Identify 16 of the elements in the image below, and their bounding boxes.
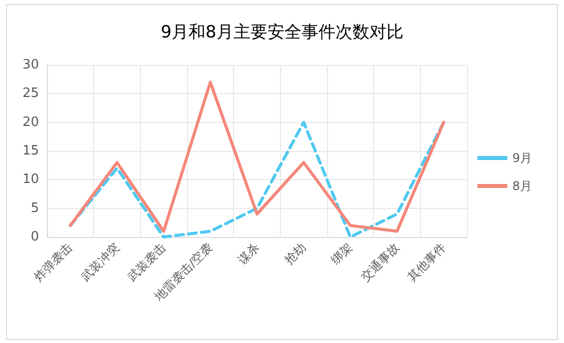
x-tick-label: 谋杀	[235, 240, 262, 267]
y-tick-label: 10	[22, 172, 39, 188]
y-tick-label: 20	[22, 114, 39, 130]
x-tick-label: 其他事件	[404, 240, 449, 284]
y-tick-label: 30	[22, 58, 39, 72]
x-tick-label: 武装冲突	[78, 240, 122, 284]
legend-label: 9月	[512, 151, 532, 165]
y-tick-label: 5	[30, 200, 39, 216]
legend-label: 8月	[512, 179, 532, 193]
x-tick-label: 抢劫	[282, 240, 309, 267]
line-series	[68, 80, 446, 233]
chart-title: 9月和8月主要安全事件次数对比	[160, 22, 404, 42]
y-tick-label: 25	[22, 86, 39, 102]
x-tick-label: 交通事故	[358, 240, 402, 284]
x-tick-label: 绑架	[328, 240, 356, 267]
y-tick-label: 15	[22, 144, 39, 158]
